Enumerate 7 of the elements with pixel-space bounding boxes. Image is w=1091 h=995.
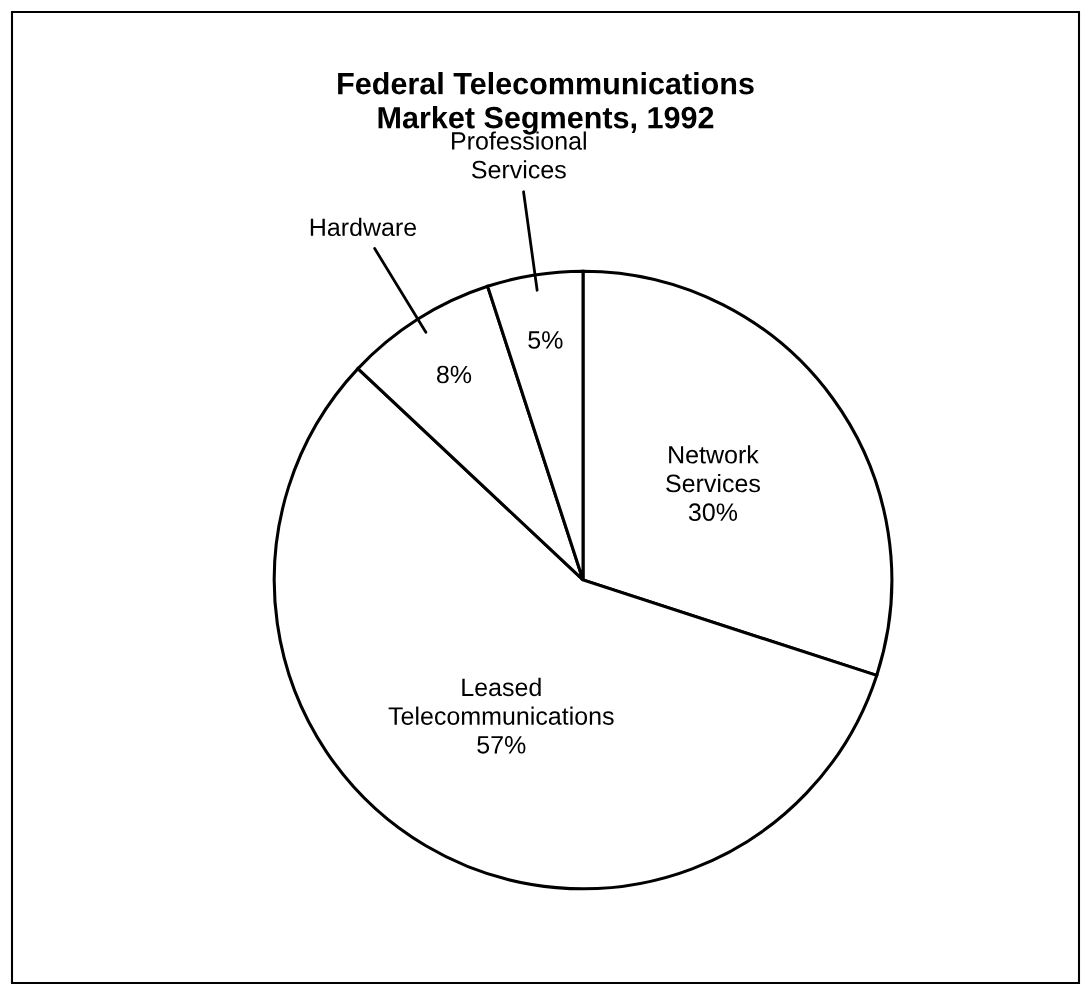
slice-label: Network Services <box>666 445 760 493</box>
slice-label: Hardware <box>310 217 417 237</box>
data-label: 8% <box>436 365 472 384</box>
data-label: 30% <box>688 503 738 522</box>
data-label: 5% <box>528 331 563 349</box>
slice-label: Leased Telecommunications <box>388 677 614 725</box>
data-label: 57% <box>477 736 526 754</box>
